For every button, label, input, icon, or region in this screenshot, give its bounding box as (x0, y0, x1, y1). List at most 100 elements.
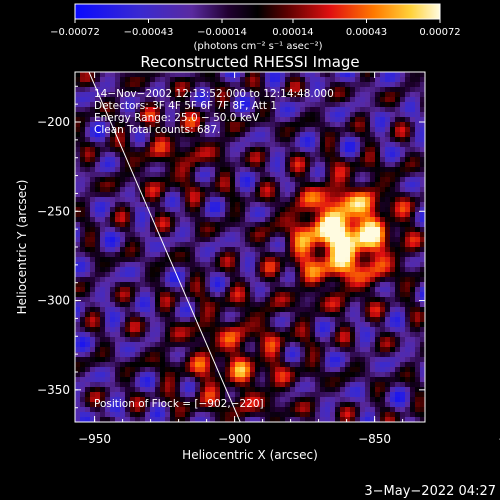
heatmap-cell (140, 167, 146, 173)
heatmap-cell (180, 197, 186, 203)
heatmap-cell (245, 222, 251, 228)
heatmap-cell (165, 347, 171, 353)
heatmap-cell (95, 347, 101, 353)
heatmap-cell (315, 172, 321, 178)
heatmap-cell (110, 367, 116, 373)
heatmap-cell (370, 132, 376, 138)
heatmap-cell (350, 317, 356, 323)
heatmap-cell (320, 397, 326, 403)
heatmap-cell (275, 187, 281, 193)
heatmap-cell (300, 297, 306, 303)
heatmap-cell (140, 347, 146, 353)
heatmap-cell (165, 357, 171, 363)
heatmap-cell (170, 282, 176, 288)
heatmap-cell (100, 117, 106, 123)
heatmap-cell (120, 387, 126, 393)
heatmap-cell (385, 342, 391, 348)
heatmap-cell (350, 162, 356, 168)
heatmap-cell (145, 77, 151, 83)
heatmap-cell (120, 197, 126, 203)
heatmap-cell (265, 327, 271, 333)
heatmap-cell (100, 132, 106, 138)
heatmap-cell (250, 247, 256, 253)
heatmap-cell (155, 357, 161, 363)
heatmap-cell (390, 382, 396, 388)
heatmap-cell (160, 152, 166, 158)
heatmap-cell (340, 157, 346, 163)
heatmap-cell (305, 292, 311, 298)
heatmap-cell (105, 382, 111, 388)
heatmap-cell (130, 162, 136, 168)
heatmap-cell (415, 417, 421, 422)
heatmap-cell (165, 82, 171, 88)
heatmap-cell (230, 212, 236, 218)
heatmap-cell (290, 292, 296, 298)
heatmap-cell (280, 122, 286, 128)
heatmap-cell (400, 272, 406, 278)
heatmap-cell (295, 352, 301, 358)
heatmap-cell (220, 337, 226, 343)
heatmap-cell (190, 252, 196, 258)
heatmap-cell (390, 172, 396, 178)
heatmap-cell (250, 77, 256, 83)
heatmap-cell (335, 107, 341, 113)
heatmap-cell (170, 227, 176, 233)
heatmap-cell (270, 147, 276, 153)
heatmap-cell (345, 192, 351, 198)
heatmap-cell (95, 102, 101, 108)
heatmap-cell (420, 237, 425, 243)
heatmap-cell (390, 317, 396, 323)
heatmap-cell (380, 247, 386, 253)
heatmap-cell (215, 207, 221, 213)
heatmap-cell (120, 322, 126, 328)
heatmap-cell (145, 287, 151, 293)
heatmap-cell (200, 262, 206, 268)
heatmap-cell (240, 362, 246, 368)
heatmap-cell (170, 287, 176, 293)
heatmap-cell (220, 112, 226, 118)
heatmap-cell (90, 377, 96, 383)
heatmap-cell (190, 337, 196, 343)
heatmap-cell (220, 152, 226, 158)
heatmap-cell (370, 227, 376, 233)
heatmap-cell (370, 212, 376, 218)
heatmap-image (75, 72, 425, 422)
heatmap-cell (300, 407, 306, 413)
heatmap-cell (190, 242, 196, 248)
heatmap-cell (330, 117, 336, 123)
heatmap-cell (130, 227, 136, 233)
heatmap-cell (170, 87, 176, 93)
heatmap-cell (140, 132, 146, 138)
heatmap-cell (175, 352, 181, 358)
heatmap-cell (220, 377, 226, 383)
heatmap-cell (335, 82, 341, 88)
heatmap-cell (400, 197, 406, 203)
heatmap-cell (355, 97, 361, 103)
heatmap-cell (255, 277, 261, 283)
y-tick-label: −350 (37, 383, 70, 397)
heatmap-cell (205, 87, 211, 93)
heatmap-cell (220, 327, 226, 333)
heatmap-cell (410, 132, 416, 138)
heatmap-cell (315, 242, 321, 248)
heatmap-cell (280, 217, 286, 223)
heatmap-cell (155, 142, 161, 148)
heatmap-cell (140, 92, 146, 98)
heatmap-cell (355, 382, 361, 388)
heatmap-cell (195, 287, 201, 293)
heatmap-cell (335, 247, 341, 253)
heatmap-cell (245, 282, 251, 288)
heatmap-cell (295, 367, 301, 373)
heatmap-cell (255, 152, 261, 158)
heatmap-cell (115, 267, 121, 273)
heatmap-cell (320, 172, 326, 178)
heatmap-cell (125, 202, 131, 208)
heatmap-cell (405, 152, 411, 158)
heatmap-cell (290, 392, 296, 398)
heatmap-cell (230, 322, 236, 328)
heatmap-cell (85, 342, 91, 348)
heatmap-cell (375, 192, 381, 198)
heatmap-cell (230, 287, 236, 293)
heatmap-cell (195, 372, 201, 378)
heatmap-cell (195, 412, 201, 418)
